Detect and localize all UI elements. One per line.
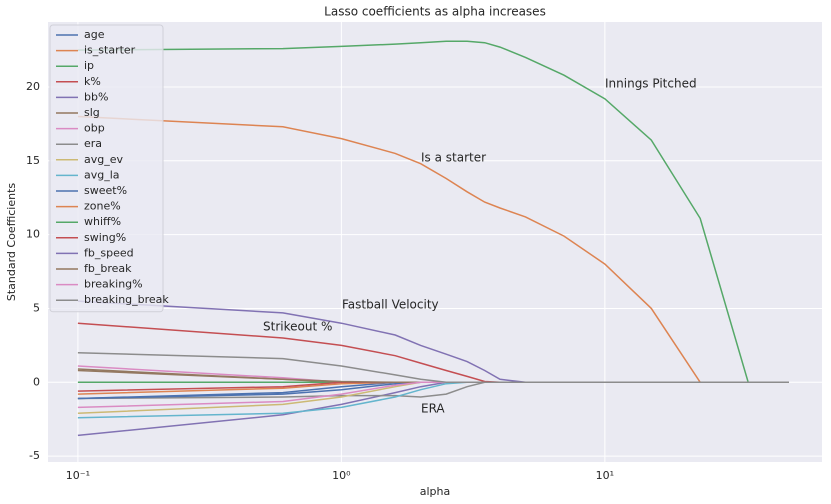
annotation: Fastball Velocity xyxy=(342,298,439,312)
annotation: Is a starter xyxy=(421,151,486,165)
legend-label: ip xyxy=(84,59,94,72)
legend-label: fb_speed xyxy=(84,246,134,259)
legend-label: swing% xyxy=(84,231,126,244)
legend-label: slg xyxy=(84,106,100,119)
legend-label: era xyxy=(84,137,102,150)
legend-label: breaking% xyxy=(84,278,143,291)
chart-title: Lasso coefficients as alpha increases xyxy=(324,5,546,19)
x-tick-label: 10⁰ xyxy=(332,469,351,482)
y-axis-label: Standard Coefficients xyxy=(5,183,18,302)
series-line xyxy=(77,115,789,384)
x-axis-label: alpha xyxy=(420,485,451,498)
x-tick-label: 10⁻¹ xyxy=(66,469,90,482)
legend-label: k% xyxy=(84,75,101,88)
legend-label: age xyxy=(84,28,105,41)
legend-label: breaking_break xyxy=(84,293,169,306)
annotation: Strikeout % xyxy=(263,320,332,334)
legend-label: obp xyxy=(84,122,105,135)
y-tick-label: 10 xyxy=(26,228,40,241)
annotation: ERA xyxy=(421,402,445,416)
legend-label: avg_la xyxy=(84,168,120,181)
x-tick-label: 10¹ xyxy=(596,469,614,482)
annotation: Innings Pitched xyxy=(605,77,697,91)
y-tick-label: 0 xyxy=(33,375,40,388)
y-tick-label: 20 xyxy=(26,80,40,93)
series-line xyxy=(77,40,789,384)
legend-label: bb% xyxy=(84,90,108,103)
legend-box xyxy=(49,24,164,313)
y-tick-label: -5 xyxy=(29,449,40,462)
legend-label: avg_ev xyxy=(84,153,124,166)
y-tick-label: 15 xyxy=(26,154,40,167)
series-line xyxy=(77,351,789,384)
legend-label: sweet% xyxy=(84,184,127,197)
y-tick-label: 5 xyxy=(33,301,40,314)
legend-label: is_starter xyxy=(84,44,136,57)
legend-label: zone% xyxy=(84,200,121,213)
legend-label: fb_break xyxy=(84,262,132,275)
legend-label: whiff% xyxy=(84,215,121,228)
